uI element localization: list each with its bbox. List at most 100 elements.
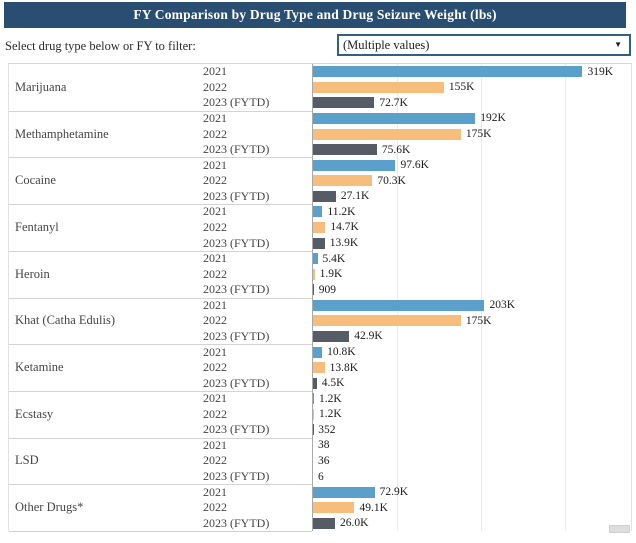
drug-group-labels: Ketamine 2021 2022 2023 (FYTD): [9, 344, 312, 391]
bar-area: 72.9K 49.1K 26.0K: [312, 484, 631, 532]
year-label[interactable]: 2022: [203, 406, 227, 421]
year-label-column: 2021 2022 2023 (FYTD): [203, 298, 312, 345]
axis-gridline: [480, 64, 482, 531]
bar-2021[interactable]: [313, 206, 323, 218]
bar-2021[interactable]: [313, 253, 318, 265]
bar-value-label: 70.3K: [377, 174, 406, 187]
drug-group-labels: Other Drugs* 2021 2022 2023 (FYTD): [9, 484, 312, 531]
year-label[interactable]: 2021: [203, 297, 227, 312]
year-label[interactable]: 2021: [203, 484, 227, 499]
bar-area: 11.2K 14.7K 13.9K: [312, 204, 631, 251]
year-label[interactable]: 2023 (FYTD): [203, 328, 270, 343]
bar-2021[interactable]: [313, 66, 583, 78]
year-label-column: 2021 2022 2023 (FYTD): [203, 204, 312, 251]
bar-2023 (FYTD)[interactable]: [313, 517, 335, 529]
drug-group-labels: Marijuana 2021 2022 2023 (FYTD): [9, 64, 312, 111]
year-label[interactable]: 2021: [203, 391, 227, 406]
drug-label[interactable]: Cocaine: [15, 173, 56, 188]
drug-group-labels: Khat (Catha Edulis) 2021 2022 2023 (FYTD): [9, 298, 312, 345]
year-label[interactable]: 2022: [203, 360, 227, 375]
year-label[interactable]: 2023 (FYTD): [203, 375, 270, 390]
bar-value-label: 1.2K: [319, 392, 342, 405]
bar-row: 192K: [313, 111, 631, 127]
year-label[interactable]: 2022: [203, 79, 227, 94]
drug-label[interactable]: Ecstasy: [15, 406, 54, 421]
bar-row: 1.2K: [313, 406, 631, 422]
bar-area: 97.6K 70.3K 27.1K: [312, 157, 631, 205]
bar-2022[interactable]: [313, 315, 461, 327]
year-label[interactable]: 2022: [203, 500, 227, 515]
year-label[interactable]: 2023 (FYTD): [203, 422, 270, 437]
bar-2022[interactable]: [313, 175, 373, 187]
bar-2023 (FYTD)[interactable]: [313, 330, 350, 342]
bar-2021[interactable]: [313, 299, 485, 311]
year-label[interactable]: 2022: [203, 453, 227, 468]
bar-row: 175K: [313, 126, 631, 142]
year-label[interactable]: 2021: [203, 437, 227, 452]
bar-row: 175K: [313, 313, 631, 329]
year-label[interactable]: 2023 (FYTD): [203, 469, 270, 484]
bar-2022[interactable]: [313, 128, 461, 140]
bar-value-label: 97.6K: [400, 159, 429, 172]
year-label[interactable]: 2021: [203, 344, 227, 359]
bar-2023 (FYTD)[interactable]: [313, 190, 336, 202]
drug-label[interactable]: LSD: [15, 453, 39, 468]
bar-value-label: 175K: [465, 128, 492, 141]
year-label[interactable]: 2023 (FYTD): [203, 95, 270, 110]
drug-label[interactable]: Khat (Catha Edulis): [15, 313, 115, 328]
year-label[interactable]: 2021: [203, 110, 227, 125]
bar-2021[interactable]: [313, 486, 375, 498]
bar-2021[interactable]: [313, 346, 323, 358]
bar-2022[interactable]: [313, 268, 315, 280]
year-label-column: 2021 2022 2023 (FYTD): [203, 438, 312, 485]
year-label[interactable]: 2021: [203, 157, 227, 172]
drug-label[interactable]: Fentanyl: [15, 219, 59, 234]
drug-group-row: Khat (Catha Edulis) 2021 2022 2023 (FYTD) …: [9, 297, 631, 345]
drug-label[interactable]: Other Drugs*: [15, 500, 84, 515]
drug-label[interactable]: Heroin: [15, 266, 50, 281]
drug-group-row: Ecstasy 2021 2022 2023 (FYTD) 1.2K 1.2K 352: [9, 390, 631, 438]
drug-label[interactable]: Ketamine: [15, 360, 64, 375]
bar-2023 (FYTD)[interactable]: [313, 97, 375, 109]
year-label[interactable]: 2023 (FYTD): [203, 188, 270, 203]
year-label[interactable]: 2023 (FYTD): [203, 282, 270, 297]
year-label-column: 2021 2022 2023 (FYTD): [203, 484, 312, 531]
year-label[interactable]: 2022: [203, 313, 227, 328]
bar-row: 42.9K: [313, 329, 631, 345]
year-label[interactable]: 2023 (FYTD): [203, 142, 270, 157]
drug-label[interactable]: Marijuana: [15, 79, 67, 94]
year-label[interactable]: 2021: [203, 204, 227, 219]
bar-2022[interactable]: [313, 81, 444, 93]
drug-type-filter-dropdown[interactable]: (Multiple values) ▼: [337, 34, 631, 56]
bar-2022[interactable]: [313, 408, 314, 420]
bar-value-label: 38: [318, 439, 330, 452]
bar-2021[interactable]: [313, 112, 476, 124]
year-label[interactable]: 2021: [203, 64, 227, 79]
year-label[interactable]: 2022: [203, 173, 227, 188]
year-label[interactable]: 2021: [203, 251, 227, 266]
drug-label[interactable]: Methamphetamine: [15, 126, 109, 141]
axis-gridline: [396, 64, 398, 531]
bar-2023 (FYTD)[interactable]: [313, 377, 317, 389]
bar-2021[interactable]: [313, 159, 396, 171]
bar-2023 (FYTD)[interactable]: [313, 144, 377, 156]
bar-value-label: 72.7K: [379, 96, 408, 109]
drug-group-labels: Methamphetamine 2021 2022 2023 (FYTD): [9, 111, 312, 158]
bar-row: 11.2K: [313, 204, 631, 220]
bar-2022[interactable]: [313, 221, 326, 233]
bar-value-label: 1.2K: [319, 408, 342, 421]
bar-2023 (FYTD)[interactable]: [313, 237, 325, 249]
bar-area: 5.4K 1.9K 909: [312, 250, 631, 298]
bar-value-label: 75.6K: [381, 143, 411, 156]
bar-2022[interactable]: [313, 502, 355, 514]
year-label[interactable]: 2022: [203, 126, 227, 141]
year-label[interactable]: 2022: [203, 266, 227, 281]
horizontal-scrollbar-thumb[interactable]: [609, 525, 630, 533]
year-label[interactable]: 2023 (FYTD): [203, 235, 270, 250]
year-label[interactable]: 2022: [203, 219, 227, 234]
bar-2022[interactable]: [313, 362, 325, 374]
year-label[interactable]: 2023 (FYTD): [203, 515, 270, 530]
bar-2023 (FYTD)[interactable]: [313, 284, 314, 296]
bar-2021[interactable]: [313, 393, 314, 405]
